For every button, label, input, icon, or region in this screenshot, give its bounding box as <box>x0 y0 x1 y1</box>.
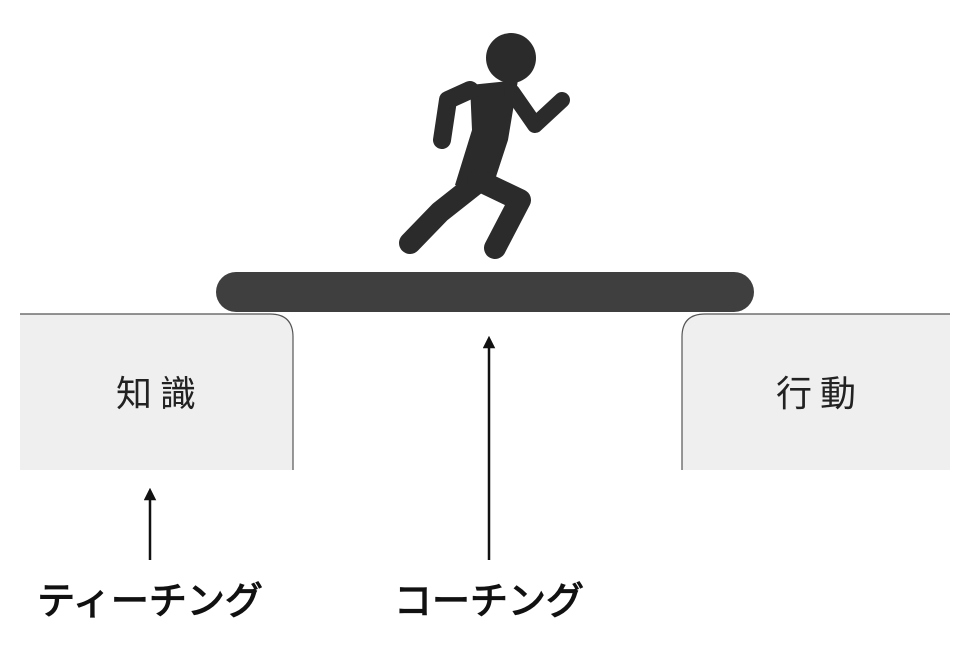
running-person-icon <box>399 33 570 259</box>
knowledge-label: 知識 <box>116 374 204 415</box>
knowledge-block: 知識 <box>20 313 294 470</box>
knowledge-block-border <box>20 313 294 470</box>
action-block: 行動 <box>681 313 950 470</box>
bridge-bar <box>216 272 754 312</box>
teaching-caption: ティーチング <box>37 579 263 623</box>
action-block-shape <box>682 314 950 470</box>
knowledge-block-shape <box>20 314 293 470</box>
action-block-border <box>681 313 950 470</box>
coaching-caption: コーチング <box>394 579 584 623</box>
action-label: 行動 <box>776 374 864 415</box>
